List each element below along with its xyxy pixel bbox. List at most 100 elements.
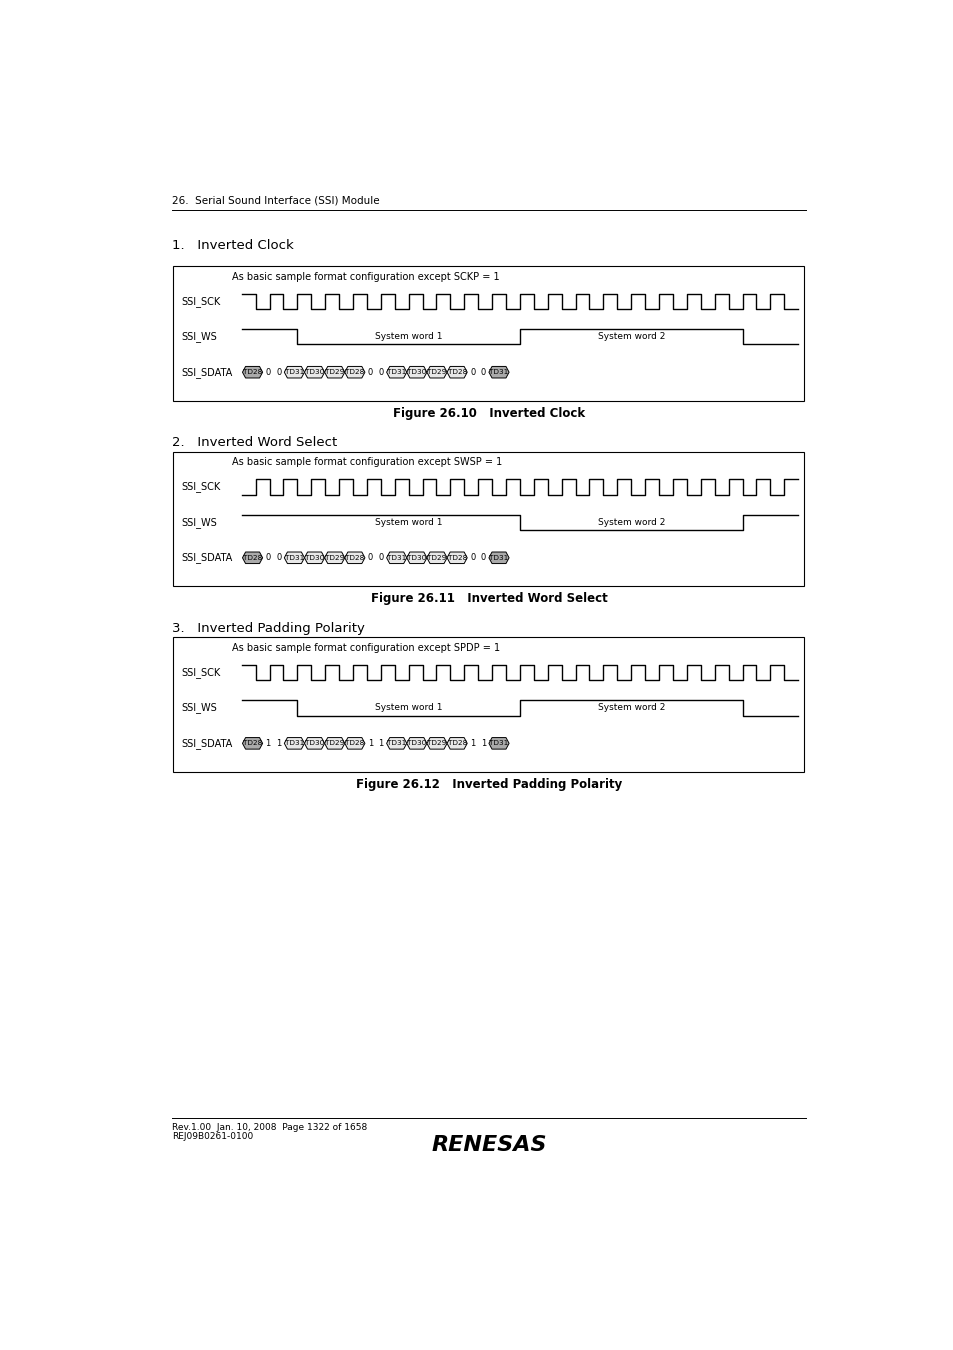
Polygon shape <box>386 366 406 378</box>
Text: 1: 1 <box>378 738 383 748</box>
Text: TD29: TD29 <box>427 555 446 560</box>
Text: 0: 0 <box>367 367 373 377</box>
Polygon shape <box>447 552 467 563</box>
Text: TD28: TD28 <box>345 369 364 375</box>
Text: SSI_SDATA: SSI_SDATA <box>181 552 233 563</box>
Text: As basic sample format configuration except SPDP = 1: As basic sample format configuration exc… <box>232 643 499 653</box>
Text: TD31: TD31 <box>489 555 508 560</box>
Text: SSI_SCK: SSI_SCK <box>181 482 220 493</box>
Polygon shape <box>386 552 406 563</box>
Polygon shape <box>242 737 262 749</box>
Text: TD28: TD28 <box>243 369 262 375</box>
Text: TD28: TD28 <box>447 555 466 560</box>
Text: 0: 0 <box>276 367 281 377</box>
Text: SSI_WS: SSI_WS <box>181 331 216 343</box>
Text: 26.  Serial Sound Interface (SSI) Module: 26. Serial Sound Interface (SSI) Module <box>172 196 379 205</box>
Text: TD30: TD30 <box>407 369 426 375</box>
Text: 0: 0 <box>470 554 475 563</box>
Text: System word 1: System word 1 <box>375 518 442 526</box>
Text: SSI_WS: SSI_WS <box>181 702 216 713</box>
Polygon shape <box>427 737 447 749</box>
Polygon shape <box>344 552 365 563</box>
Text: TD28: TD28 <box>447 369 466 375</box>
Text: 3.   Inverted Padding Polarity: 3. Inverted Padding Polarity <box>172 622 364 634</box>
Text: 1.   Inverted Clock: 1. Inverted Clock <box>172 239 294 252</box>
Text: TD30: TD30 <box>407 555 426 560</box>
Text: 1: 1 <box>367 738 373 748</box>
Text: System word 2: System word 2 <box>597 703 664 713</box>
Text: 0: 0 <box>265 554 271 563</box>
Bar <box>173 451 803 586</box>
Polygon shape <box>242 552 262 563</box>
Text: TD28: TD28 <box>345 740 364 747</box>
Text: RENESAS: RENESAS <box>431 1135 546 1156</box>
Polygon shape <box>406 737 427 749</box>
Bar <box>173 637 803 772</box>
Text: TD31: TD31 <box>387 555 406 560</box>
Text: As basic sample format configuration except SWSP = 1: As basic sample format configuration exc… <box>232 458 501 467</box>
Text: 0: 0 <box>367 554 373 563</box>
Polygon shape <box>304 552 324 563</box>
Polygon shape <box>304 366 324 378</box>
Text: SSI_SCK: SSI_SCK <box>181 296 220 306</box>
Text: TD31: TD31 <box>489 740 508 747</box>
Polygon shape <box>284 366 304 378</box>
Text: 0: 0 <box>265 367 271 377</box>
Text: Figure 26.11   Inverted Word Select: Figure 26.11 Inverted Word Select <box>370 593 607 605</box>
Text: TD29: TD29 <box>325 740 344 747</box>
Text: TD29: TD29 <box>427 369 446 375</box>
Text: 0: 0 <box>480 367 486 377</box>
Polygon shape <box>344 737 365 749</box>
Text: System word 2: System word 2 <box>597 332 664 342</box>
Text: 0: 0 <box>480 554 486 563</box>
Text: Rev.1.00  Jan. 10, 2008  Page 1322 of 1658: Rev.1.00 Jan. 10, 2008 Page 1322 of 1658 <box>172 1123 367 1131</box>
Polygon shape <box>324 366 344 378</box>
Text: 1: 1 <box>265 738 271 748</box>
Polygon shape <box>488 737 509 749</box>
Text: 0: 0 <box>378 367 383 377</box>
Text: TD31: TD31 <box>285 740 304 747</box>
Text: System word 2: System word 2 <box>597 518 664 526</box>
Polygon shape <box>406 552 427 563</box>
Text: System word 1: System word 1 <box>375 703 442 713</box>
Polygon shape <box>324 552 344 563</box>
Text: REJ09B0261-0100: REJ09B0261-0100 <box>172 1133 253 1141</box>
Text: 2.   Inverted Word Select: 2. Inverted Word Select <box>172 436 336 450</box>
Polygon shape <box>447 737 467 749</box>
Text: TD28: TD28 <box>345 555 364 560</box>
Text: 1: 1 <box>470 738 475 748</box>
Text: Figure 26.12   Inverted Padding Polarity: Figure 26.12 Inverted Padding Polarity <box>355 778 621 791</box>
Text: TD31: TD31 <box>489 369 508 375</box>
Polygon shape <box>242 366 262 378</box>
Text: TD28: TD28 <box>243 555 262 560</box>
Polygon shape <box>488 552 509 563</box>
Text: TD30: TD30 <box>305 555 324 560</box>
Text: 1: 1 <box>276 738 281 748</box>
Text: TD31: TD31 <box>387 740 406 747</box>
Text: System word 1: System word 1 <box>375 332 442 342</box>
Text: SSI_WS: SSI_WS <box>181 517 216 528</box>
Text: Figure 26.10   Inverted Clock: Figure 26.10 Inverted Clock <box>393 406 584 420</box>
Polygon shape <box>427 366 447 378</box>
Text: TD31: TD31 <box>387 369 406 375</box>
Text: 0: 0 <box>276 554 281 563</box>
Text: TD31: TD31 <box>285 555 304 560</box>
Polygon shape <box>304 737 324 749</box>
Text: TD30: TD30 <box>305 369 324 375</box>
Polygon shape <box>406 366 427 378</box>
Polygon shape <box>488 366 509 378</box>
Text: TD30: TD30 <box>305 740 324 747</box>
Text: TD29: TD29 <box>325 555 344 560</box>
Text: SSI_SCK: SSI_SCK <box>181 667 220 678</box>
Text: TD31: TD31 <box>285 369 304 375</box>
Polygon shape <box>447 366 467 378</box>
Polygon shape <box>427 552 447 563</box>
Polygon shape <box>324 737 344 749</box>
Text: TD30: TD30 <box>407 740 426 747</box>
Polygon shape <box>386 737 406 749</box>
Text: TD29: TD29 <box>325 369 344 375</box>
Text: 0: 0 <box>378 554 383 563</box>
Polygon shape <box>284 552 304 563</box>
Polygon shape <box>284 737 304 749</box>
Polygon shape <box>344 366 365 378</box>
